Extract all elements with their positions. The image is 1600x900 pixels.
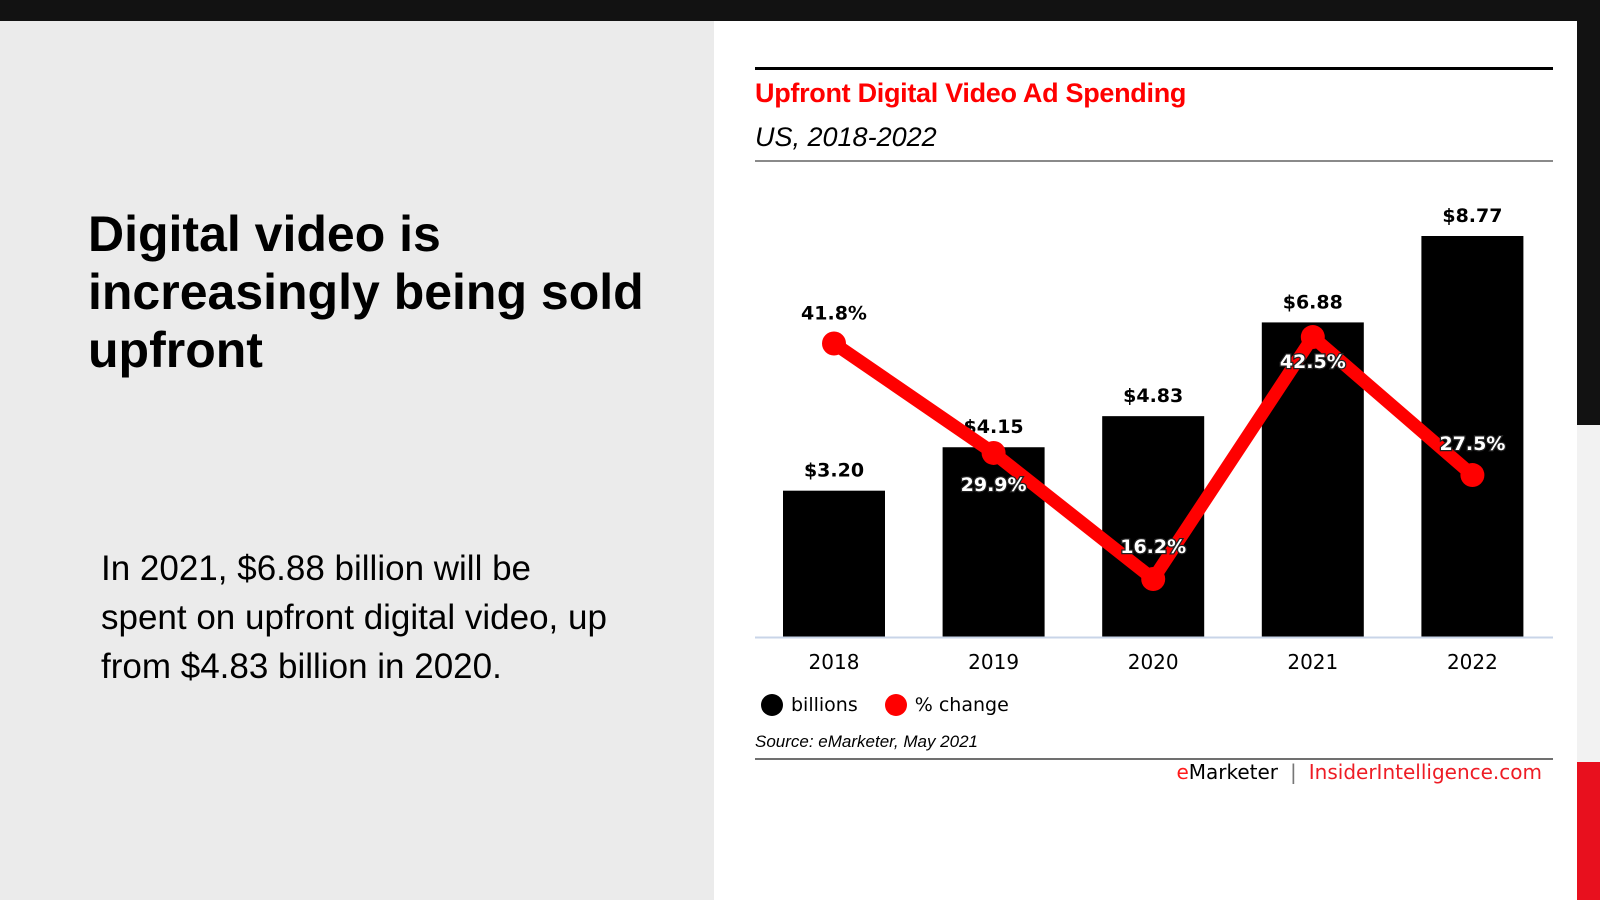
chart-subtitle: US, 2018-2022 xyxy=(755,122,937,152)
bar-2022 xyxy=(1421,236,1524,637)
bar-value-label-2020: $4.83 xyxy=(1123,385,1183,407)
x-tick-label-2019: 2019 xyxy=(968,650,1019,674)
left-panel xyxy=(0,21,714,900)
bar-value-label-2021: $6.88 xyxy=(1283,291,1343,313)
legend-item-pct-change: % change xyxy=(884,694,1009,716)
pct-change-label-2021: 42.5% xyxy=(1280,351,1346,373)
legend-dot-red-icon xyxy=(884,694,907,716)
top-bar xyxy=(0,0,1600,21)
right-strip-light xyxy=(1577,425,1600,762)
chart-subtitle-rule xyxy=(755,160,1553,162)
pct-change-label-2022: 27.5% xyxy=(1439,433,1505,455)
legend-label-billions: billions xyxy=(791,694,858,716)
bar-value-label-2022: $8.77 xyxy=(1442,205,1502,227)
bar-value-label-2018: $3.20 xyxy=(804,460,864,482)
x-tick-label-2018: 2018 xyxy=(809,650,860,674)
right-strip-dark xyxy=(1577,0,1600,425)
bar-value-label-2019: $4.15 xyxy=(964,416,1024,438)
pct-change-label-2018: 41.8% xyxy=(801,302,867,324)
footer-separator: | xyxy=(1290,760,1297,784)
x-tick-label-2020: 2020 xyxy=(1128,650,1179,674)
slide-body-text: In 2021, $6.88 billion will be spent on … xyxy=(101,549,607,686)
x-tick-label-2021: 2021 xyxy=(1287,650,1338,674)
chart-source: Source: eMarketer, May 2021 xyxy=(755,732,979,751)
pct-change-point-2020 xyxy=(1141,567,1166,591)
pct-change-point-2018 xyxy=(822,331,846,356)
footer-site-link[interactable]: InsiderIntelligence.com xyxy=(1308,760,1542,784)
chart-legend: billions % change xyxy=(761,692,1036,718)
brand-rest: Marketer xyxy=(1188,760,1279,784)
legend-dot-black-icon xyxy=(761,694,783,716)
chart-footer: eMarketer | InsiderIntelligence.com xyxy=(1176,760,1542,784)
pct-change-label-2019: 29.9% xyxy=(961,474,1027,496)
slide-headline: Digital video is increasingly being sold… xyxy=(88,206,644,378)
legend-label-pct-change: % change xyxy=(914,694,1009,716)
chart-top-rule xyxy=(755,67,1553,70)
chart-title: Upfront Digital Video Ad Spending xyxy=(755,78,1187,108)
pct-change-point-2022 xyxy=(1460,463,1485,488)
legend-item-billions: billions xyxy=(761,694,858,716)
chart-footer-rule xyxy=(755,758,1553,760)
pct-change-point-2021 xyxy=(1300,325,1325,350)
bar-2018 xyxy=(783,490,885,637)
brand-e: e xyxy=(1176,760,1189,784)
x-tick-label-2022: 2022 xyxy=(1447,650,1498,674)
brand-logo-emarketer: eMarketer xyxy=(1176,760,1278,784)
right-strip-red xyxy=(1577,762,1600,900)
pct-change-label-2020: 16.2% xyxy=(1120,536,1186,558)
pct-change-point-2019 xyxy=(981,440,1006,465)
